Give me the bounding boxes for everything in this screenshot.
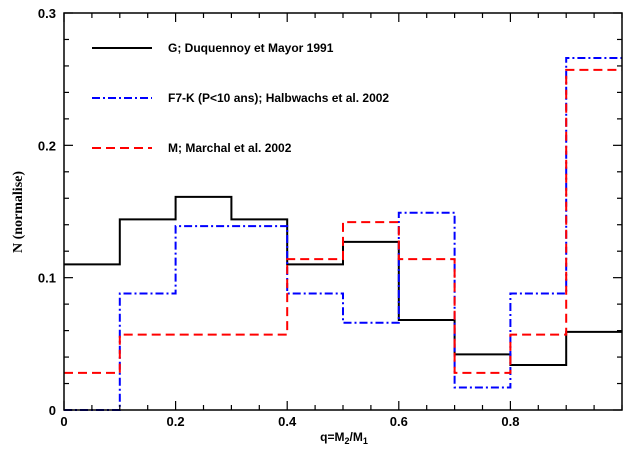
series-line-1 <box>64 195 622 366</box>
chart-axes: 0 0.2 0.4 0.6 0.8 0 0.1 0.2 0.3 <box>38 6 623 429</box>
y-tick-label: 0.1 <box>38 271 56 286</box>
y-axis-label: N (normalise) <box>11 171 26 253</box>
legend: G; Duquennoy et Mayor 1991 F7-K (P<10 ans… <box>92 41 389 155</box>
y-tick-label: 0.3 <box>38 6 56 21</box>
legend-label-1: G; Duquennoy et Mayor 1991 <box>168 41 334 55</box>
plot-frame <box>63 12 623 411</box>
x-axis-label-base: q=M <box>320 430 344 444</box>
y-tick-label: 0.2 <box>38 138 56 153</box>
x-tick-label: 0.8 <box>501 414 519 429</box>
series-line-3 <box>64 68 622 374</box>
x-axis-label-sub-2: 2 <box>344 436 349 446</box>
chart-marks <box>64 57 622 411</box>
x-axis-label: q=M2/M1 <box>320 430 368 446</box>
x-tick-label: 0.2 <box>167 414 185 429</box>
x-tick-label: 0.4 <box>278 414 297 429</box>
x-tick-label: 0.6 <box>390 414 408 429</box>
legend-label-2: F7-K (P<10 ans); Halbwachs et al. 2002 <box>168 91 389 105</box>
x-tick-label: 0 <box>60 414 67 429</box>
x-axis-label-mid: /M <box>350 430 363 444</box>
x-axis-label-sub-1: 1 <box>363 436 368 446</box>
legend-label-3: M; Marchal et al. 2002 <box>168 141 292 155</box>
series-line-2 <box>64 57 622 411</box>
y-tick-label: 0 <box>49 403 56 418</box>
